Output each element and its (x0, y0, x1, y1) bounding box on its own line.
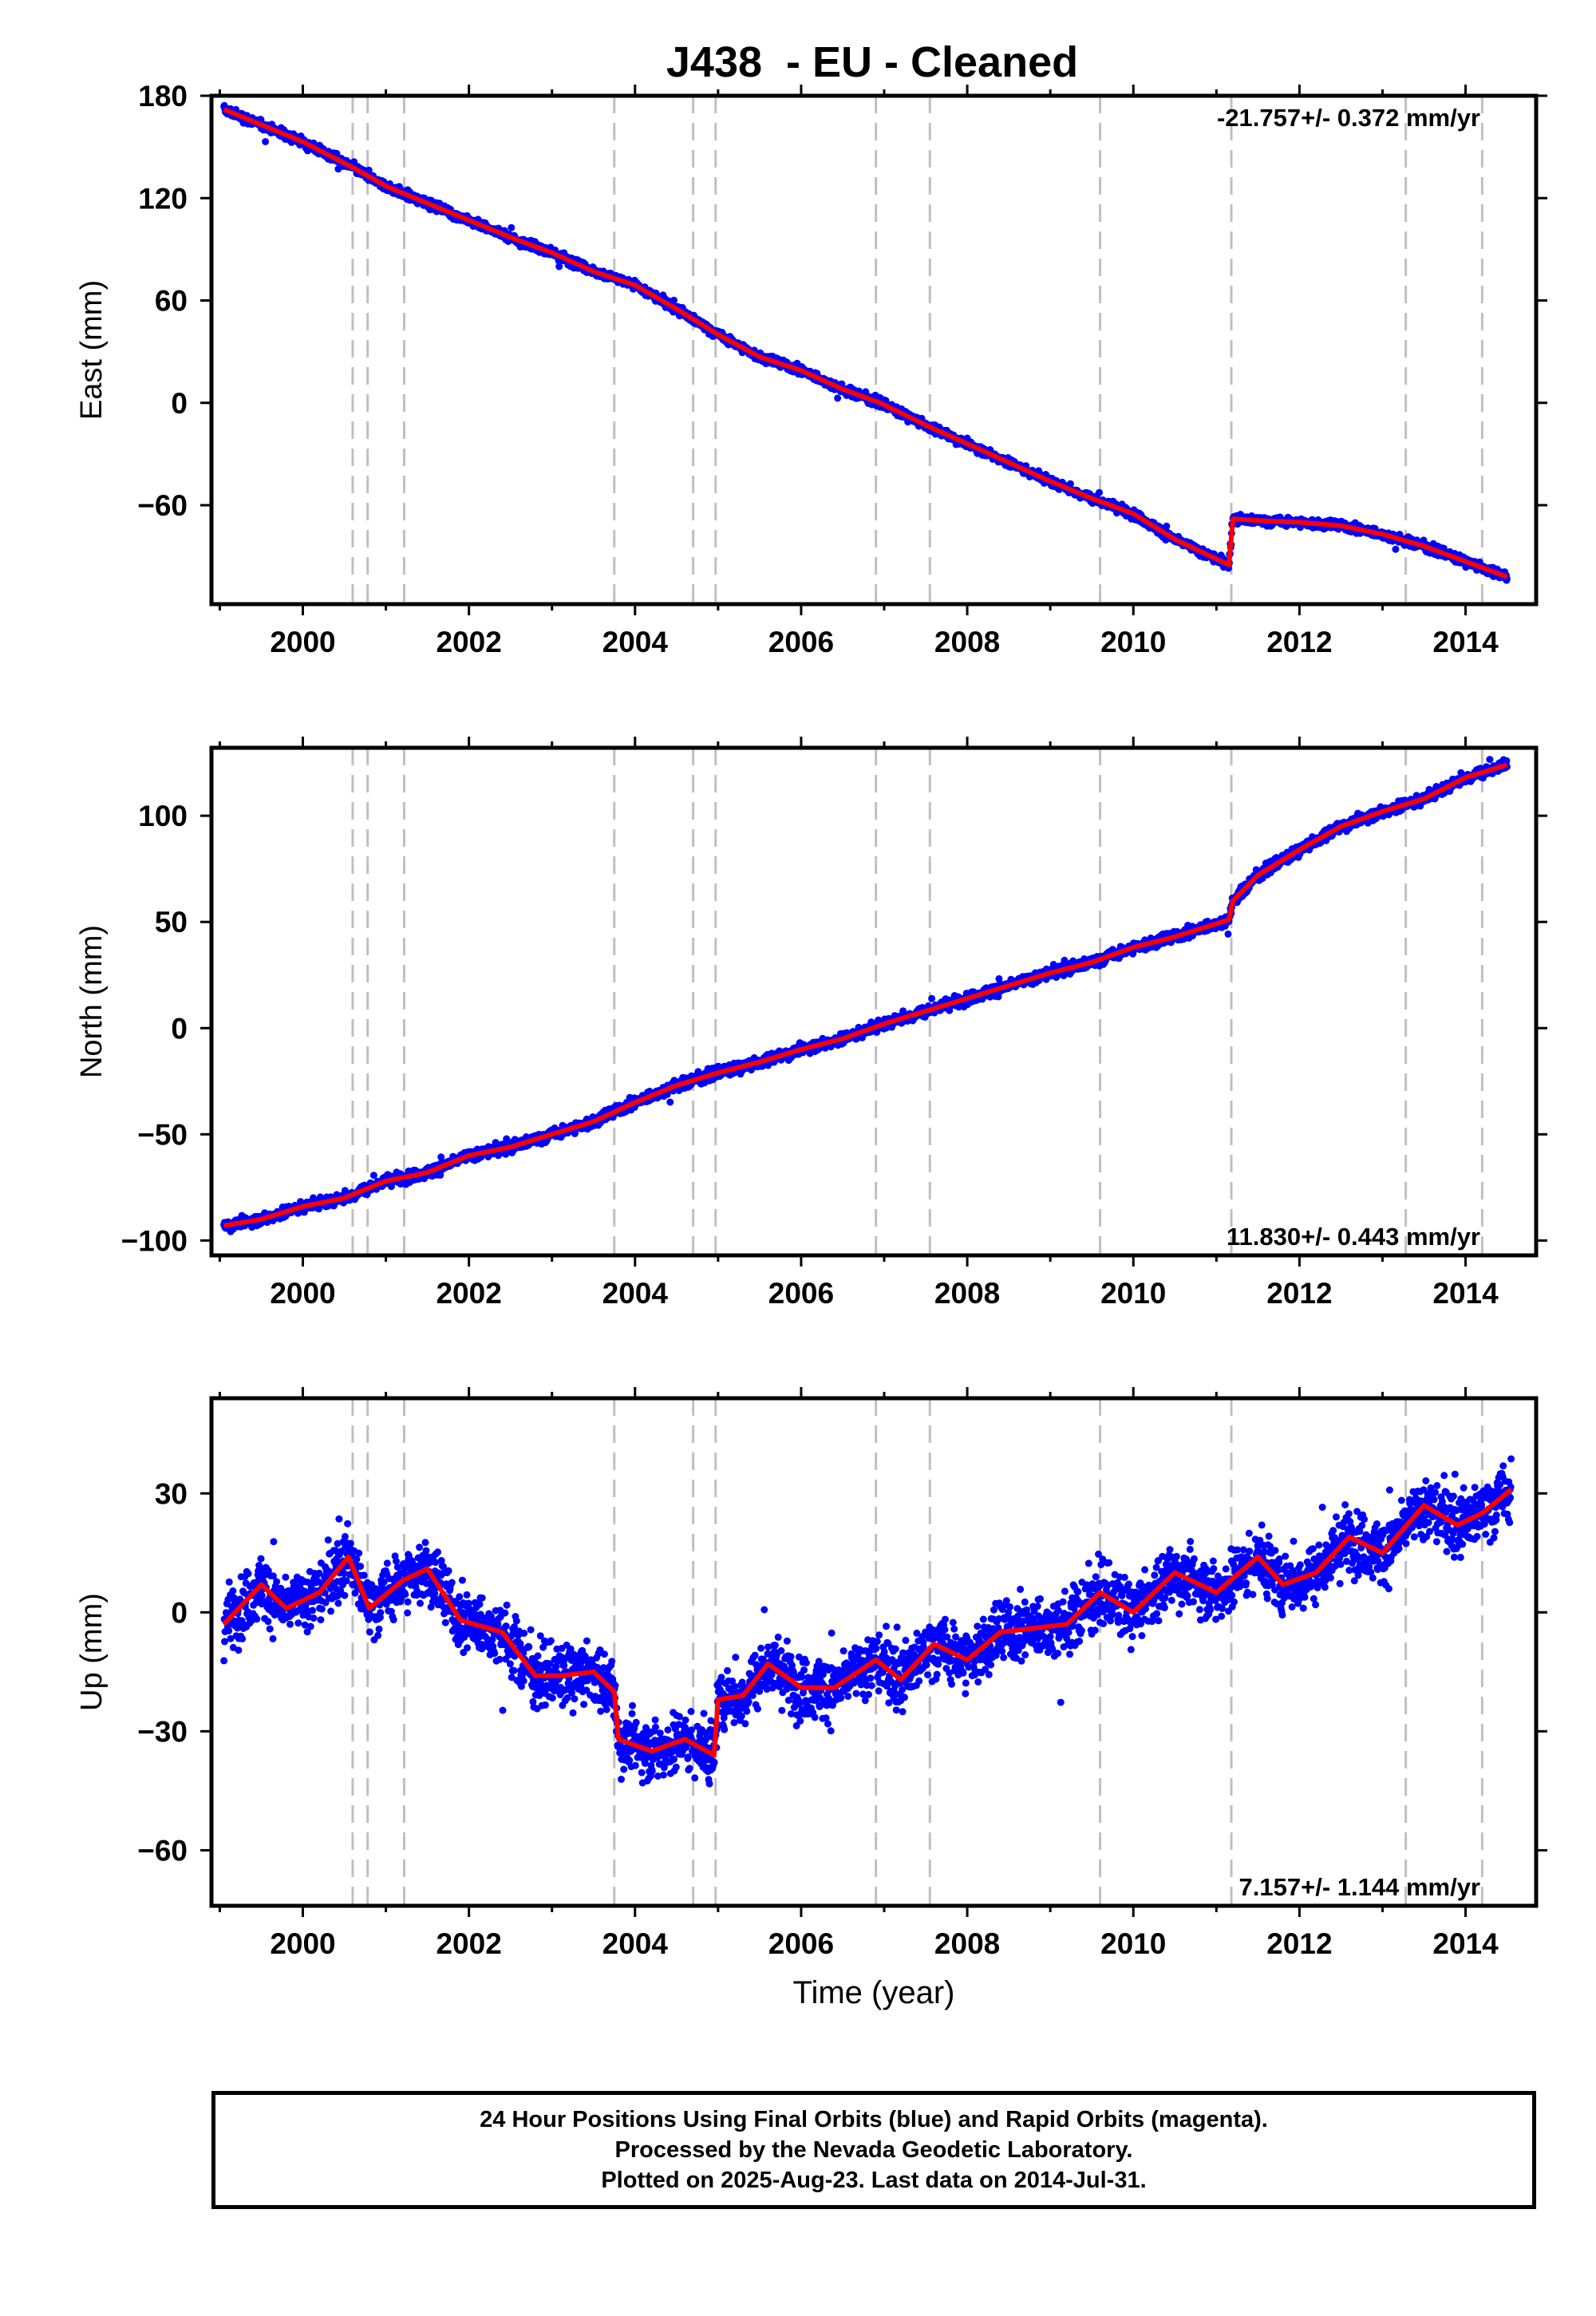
y-tick-label: 60 (155, 285, 188, 318)
north-panel: 2000 2002 2004 2006 2008 2010 2012 2014100500−5… (75, 737, 1547, 1310)
east-axis-label: East (mm) (75, 280, 109, 420)
data-point (555, 263, 563, 271)
data-point (666, 1098, 674, 1106)
data-point (670, 296, 678, 304)
data-point (437, 1153, 445, 1161)
data-point (262, 138, 270, 145)
x-tick-label: 2012 (1266, 626, 1332, 658)
data-point (369, 1172, 377, 1180)
east-plot-frame (209, 93, 1539, 607)
east-panel: 2000 2002 2004 2006 2008 2010 2012 2014 180 120 60… (75, 80, 1547, 658)
x-tick-label: 2004 (602, 626, 669, 658)
data-point (1163, 522, 1171, 530)
data-point (1066, 480, 1074, 488)
chart-title: J438 - EU - Cleaned (666, 38, 1078, 86)
x-tick-label: 2010 (1100, 626, 1166, 658)
data-point (341, 1187, 349, 1195)
data-point (1096, 488, 1103, 496)
east-model-fit-line (223, 107, 1508, 579)
x-tick-label: 2014 (1432, 626, 1499, 658)
x-tick-label: 2000 (270, 626, 335, 658)
x-tick-label: 2002 (436, 626, 501, 658)
data-point (834, 394, 842, 402)
data-point (437, 1171, 444, 1179)
x-tick-label: 2008 (934, 626, 1000, 658)
x-tick-label: 2006 (768, 626, 834, 658)
data-point (1392, 545, 1400, 553)
y-tick-label: 180 (138, 80, 188, 113)
north-daily-positions (220, 756, 1511, 1235)
y-tick-label: −60 (137, 489, 188, 522)
east-daily-positions (220, 101, 1511, 584)
y-tick-label: 120 (138, 182, 188, 215)
data-point (508, 223, 516, 231)
y-tick-label: 0 (171, 387, 188, 420)
east-velocity-label: -21.757+/- 0.372 mm/yr (1217, 104, 1480, 132)
